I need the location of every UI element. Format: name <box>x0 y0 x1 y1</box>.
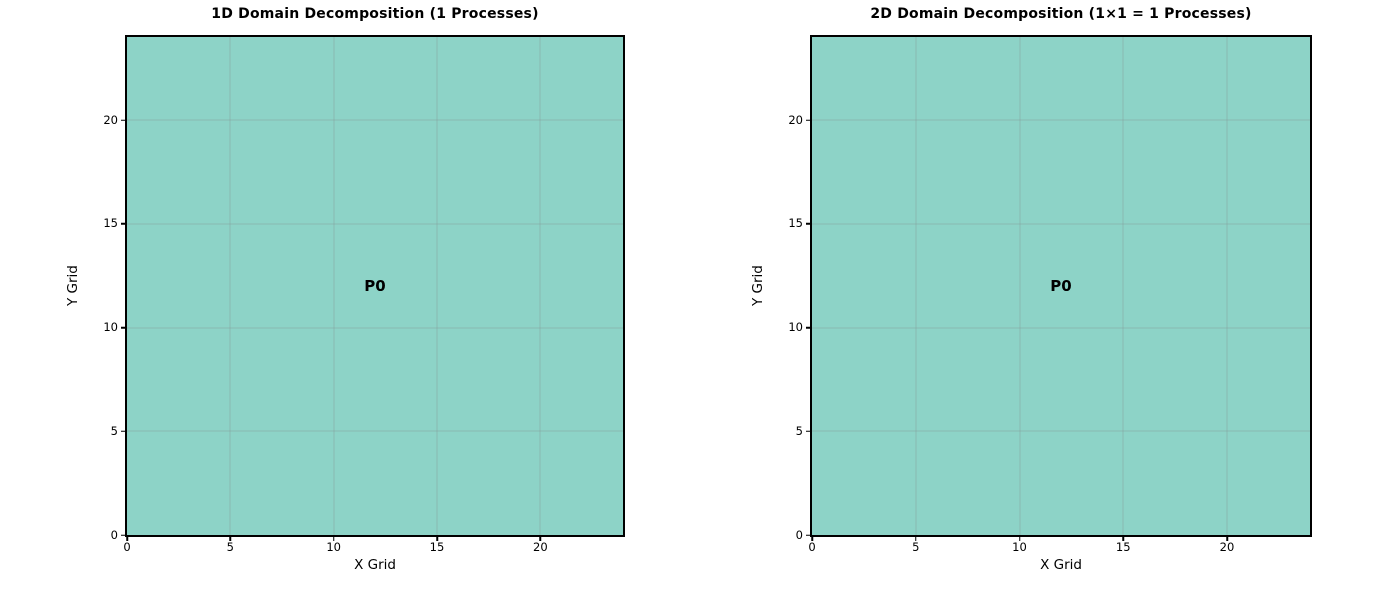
gridline-horizontal <box>812 430 1310 432</box>
x-tick-label: 5 <box>912 540 920 554</box>
y-tick-label: 10 <box>788 319 803 334</box>
y-tick-label: 5 <box>110 423 118 438</box>
x-axis-label: X Grid <box>1040 557 1082 573</box>
y-tick-label: 0 <box>795 527 803 542</box>
y-tick-label: 15 <box>103 216 118 230</box>
gridline-vertical <box>436 37 438 535</box>
gridline-horizontal <box>812 223 1310 225</box>
x-tick-mark <box>1122 535 1124 541</box>
x-tick-mark <box>332 535 335 541</box>
gridline-vertical <box>539 37 541 535</box>
x-tick-label: 20 <box>533 540 548 554</box>
chart-title: 1D Domain Decomposition (1 Processes) <box>211 6 539 22</box>
y-tick-mark <box>121 119 127 121</box>
x-tick-mark <box>1018 535 1021 541</box>
y-tick-mark <box>121 534 127 536</box>
x-tick-label: 5 <box>226 540 234 554</box>
y-tick-label: 20 <box>788 112 803 127</box>
x-tick-label: 0 <box>808 540 816 554</box>
gridline-vertical <box>1019 37 1020 535</box>
y-tick-label: 20 <box>103 112 118 127</box>
y-tick-mark <box>121 326 127 329</box>
x-tick-mark <box>539 535 542 541</box>
gridline-horizontal <box>127 223 623 225</box>
x-tick-label: 20 <box>1219 540 1235 554</box>
gridline-horizontal <box>127 119 623 121</box>
gridline-vertical <box>1122 37 1124 535</box>
y-axis-label: Y Grid <box>65 265 81 307</box>
y-tick-label: 0 <box>110 527 118 542</box>
y-axis-label: Y Grid <box>750 265 766 307</box>
x-tick-label: 10 <box>326 540 341 554</box>
x-tick-mark <box>811 535 813 541</box>
x-tick-mark <box>229 535 232 541</box>
chart-title: 2D Domain Decomposition (1×1 = 1 Process… <box>870 6 1252 22</box>
y-tick-mark <box>121 430 127 432</box>
x-tick-label: 15 <box>1115 540 1131 554</box>
x-tick-label: 0 <box>123 540 131 554</box>
gridline-horizontal <box>812 119 1310 121</box>
gridline-vertical <box>229 37 231 535</box>
gridline-horizontal <box>127 430 623 432</box>
process-rank-label: P0 <box>1050 277 1072 295</box>
y-tick-mark <box>121 223 127 225</box>
y-tick-label: 10 <box>103 319 118 334</box>
y-tick-mark <box>806 430 812 432</box>
gridline-horizontal <box>127 327 623 328</box>
process-rank-label: P0 <box>364 277 386 295</box>
x-tick-mark <box>436 535 438 541</box>
x-axis-label: X Grid <box>354 557 396 573</box>
gridline-vertical <box>1226 37 1228 535</box>
x-tick-mark <box>126 535 128 541</box>
plot-area: P0 0 5 10 15 20 0 5 10 15 20 <box>103 35 625 553</box>
gridline-vertical <box>333 37 335 535</box>
plot-area: P0 0 5 10 15 20 0 5 10 15 20 <box>788 35 1312 553</box>
x-tick-mark <box>915 535 917 541</box>
y-tick-mark <box>806 534 812 536</box>
x-tick-label: 15 <box>429 540 445 554</box>
x-tick-label: 10 <box>1012 540 1027 554</box>
gridline-horizontal <box>812 327 1310 328</box>
y-tick-label: 15 <box>788 216 803 230</box>
gridline-vertical <box>915 37 917 535</box>
y-tick-mark <box>806 119 812 121</box>
y-tick-label: 5 <box>795 423 803 438</box>
y-tick-mark <box>806 223 812 225</box>
process-region: P0 <box>812 37 1310 535</box>
x-tick-mark <box>1226 535 1228 541</box>
y-tick-mark <box>806 326 812 329</box>
process-region: P0 <box>127 37 623 535</box>
